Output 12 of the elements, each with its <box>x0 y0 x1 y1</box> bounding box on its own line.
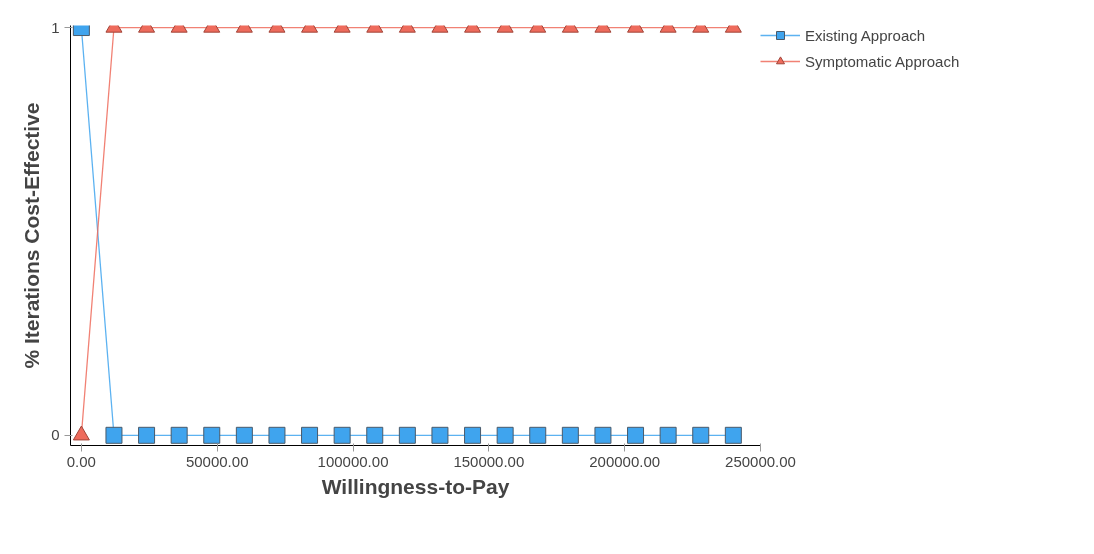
x-tick-label: 50000.00 <box>185 452 249 470</box>
x-tick-label: 150000.00 <box>453 452 525 470</box>
x-tick-label: 0.00 <box>66 452 96 470</box>
x-tick-label: 250000.00 <box>725 452 796 470</box>
y-axis-title: % Iterations Cost-Effective <box>20 102 44 369</box>
x-tick-label: 200000.00 <box>589 452 661 470</box>
x-axis-title: Willingness-to-Pay <box>321 474 510 498</box>
legend-label: Symptomatic Approach <box>805 52 960 70</box>
x-tick-label: 100000.00 <box>317 452 389 470</box>
legend-label: Existing Approach <box>805 26 926 44</box>
y-tick-label: 0 <box>51 426 60 444</box>
y-tick-label: 1 <box>51 18 60 36</box>
